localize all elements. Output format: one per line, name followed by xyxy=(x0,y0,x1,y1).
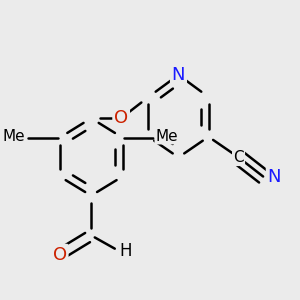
Text: H: H xyxy=(120,242,132,260)
Text: N: N xyxy=(267,167,281,185)
Text: O: O xyxy=(53,245,67,263)
Text: Me: Me xyxy=(3,129,26,144)
Text: N: N xyxy=(172,66,185,84)
Text: O: O xyxy=(114,109,128,127)
Text: Me: Me xyxy=(155,129,178,144)
Text: C: C xyxy=(233,150,244,165)
